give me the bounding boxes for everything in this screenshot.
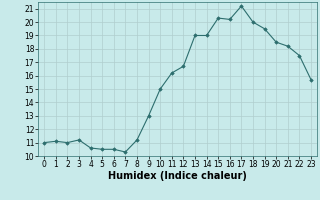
X-axis label: Humidex (Indice chaleur): Humidex (Indice chaleur) [108, 171, 247, 181]
